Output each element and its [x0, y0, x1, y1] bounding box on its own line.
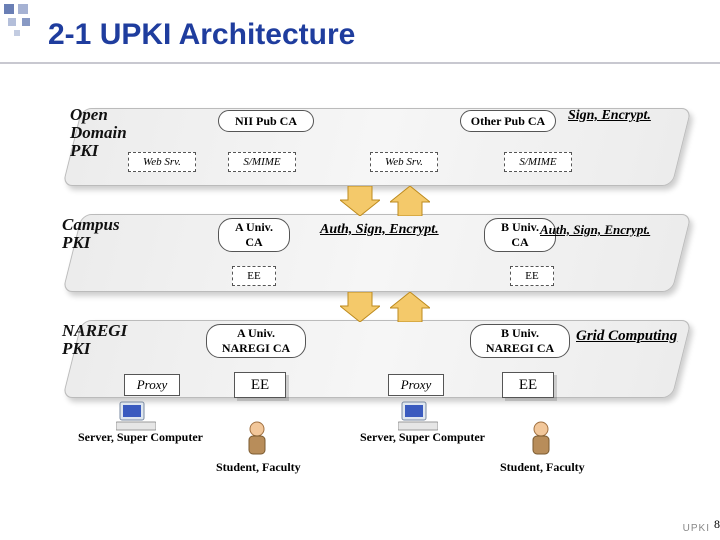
- grid-computing: Grid Computing: [576, 328, 677, 345]
- layer-label-1: CampusPKI: [62, 216, 120, 252]
- ee-r: EE: [510, 266, 554, 286]
- ee-l: EE: [232, 266, 276, 286]
- layer-arrow-3: [390, 292, 430, 322]
- person-l-icon: [240, 420, 274, 465]
- layer-arrow-2: [340, 292, 380, 322]
- ee2-l: EE: [234, 372, 286, 398]
- websrv-l: Web Srv.: [128, 152, 196, 172]
- person-r-icon: [524, 420, 558, 465]
- pc-l-icon: [116, 400, 156, 437]
- smime-r: S/MIME: [504, 152, 572, 172]
- websrv-r: Web Srv.: [370, 152, 438, 172]
- layer-arrow-0: [340, 186, 380, 216]
- ee2-r: EE: [502, 372, 554, 398]
- pc-r-icon: [398, 400, 438, 437]
- auth-sign-mid-l: Auth, Sign, Encrypt.: [320, 222, 439, 238]
- layer-label-0: OpenDomainPKI: [70, 106, 127, 160]
- other-pub-ca: Other Pub CA: [460, 110, 556, 132]
- page-title: 2-1 UPKI Architecture: [48, 18, 355, 52]
- b-naregi-ca: B Univ.NAREGI CA: [470, 324, 570, 358]
- auth-sign-mid-r: Auth, Sign, Encrypt.: [540, 222, 650, 238]
- a-naregi-ca: A Univ.NAREGI CA: [206, 324, 306, 358]
- layer-label-2: NAREGIPKI: [62, 322, 127, 358]
- page-number: 8: [714, 517, 720, 532]
- proxy-r: Proxy: [388, 374, 444, 396]
- sign-encrypt-top: Sign, Encrypt.: [568, 108, 651, 124]
- nii-pub-ca: NII Pub CA: [218, 110, 314, 132]
- footer-logo: UPKI: [683, 523, 710, 534]
- title-rule: [0, 62, 720, 64]
- a-univ-ca: A Univ.CA: [218, 218, 290, 252]
- layer-arrow-1: [390, 186, 430, 216]
- proxy-l: Proxy: [124, 374, 180, 396]
- smime-l: S/MIME: [228, 152, 296, 172]
